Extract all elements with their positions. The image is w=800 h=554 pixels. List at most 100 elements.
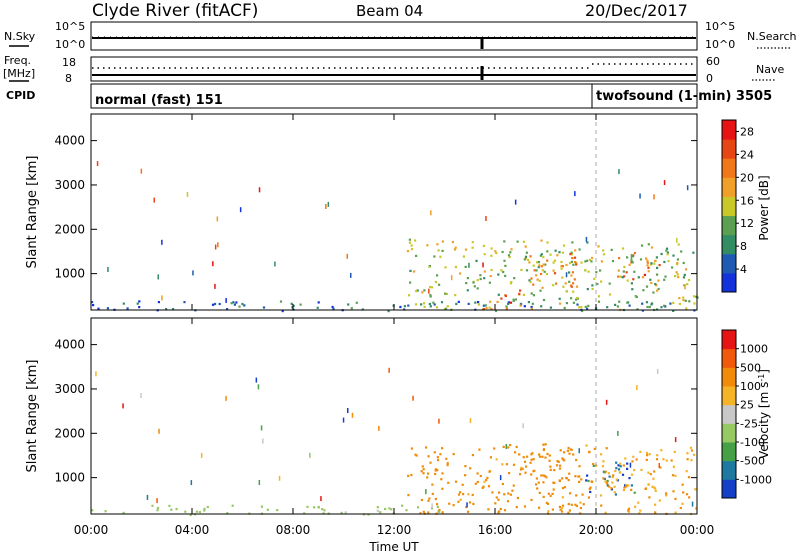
range-cell xyxy=(509,493,512,496)
range-cell xyxy=(591,480,594,483)
range-cell xyxy=(474,482,477,485)
range-cell xyxy=(542,263,545,266)
range-cell xyxy=(611,476,614,479)
range-cell xyxy=(429,305,432,308)
range-cell xyxy=(165,308,168,311)
range-cell xyxy=(611,481,614,484)
range-cell xyxy=(621,247,625,250)
range-cell xyxy=(512,484,515,487)
range-cell xyxy=(434,497,437,501)
range-cell xyxy=(654,511,657,514)
range-cell xyxy=(457,493,461,496)
range-cell xyxy=(423,289,426,292)
velocity-heatmap xyxy=(91,318,698,517)
range-cell xyxy=(639,193,641,199)
range-cell xyxy=(542,474,545,477)
range-cell xyxy=(146,494,149,500)
range-cell xyxy=(617,269,620,272)
range-cell xyxy=(625,485,628,488)
y-tick-label: 3000 xyxy=(54,382,85,396)
range-cell xyxy=(625,483,628,486)
range-cell xyxy=(243,304,246,307)
range-cell xyxy=(584,269,587,272)
range-cell xyxy=(495,251,498,255)
range-cell xyxy=(347,408,349,413)
range-cell xyxy=(657,279,660,282)
range-cell xyxy=(591,287,594,291)
range-cell xyxy=(552,284,555,287)
range-cell xyxy=(660,306,663,309)
range-cell xyxy=(438,283,441,286)
range-cell xyxy=(635,458,638,461)
range-cell xyxy=(225,298,227,303)
range-cell xyxy=(575,494,578,497)
range-cell xyxy=(477,303,480,306)
range-cell xyxy=(565,290,569,293)
range-cell xyxy=(429,286,432,289)
range-cell xyxy=(521,467,524,470)
range-cell xyxy=(608,293,612,296)
range-cell xyxy=(663,180,666,186)
range-cell xyxy=(530,277,533,280)
range-cell xyxy=(559,508,562,511)
range-cell xyxy=(508,472,511,475)
colorbar-segment xyxy=(722,215,736,236)
range-cell xyxy=(611,260,615,263)
range-cell xyxy=(538,453,541,456)
range-cell xyxy=(578,448,580,454)
range-cell xyxy=(138,300,141,303)
range-cell xyxy=(645,257,648,260)
range-cell xyxy=(654,283,657,286)
range-cell xyxy=(544,263,547,266)
range-cell xyxy=(524,471,527,474)
range-cell xyxy=(407,304,410,307)
range-cell xyxy=(320,496,322,502)
range-cell xyxy=(586,307,589,310)
range-cell xyxy=(504,274,507,277)
range-cell xyxy=(673,450,676,453)
range-cell xyxy=(585,236,588,242)
range-cell xyxy=(439,255,442,258)
range-cell xyxy=(674,275,677,278)
range-cell xyxy=(672,254,675,257)
range-cell xyxy=(588,451,591,454)
range-cell xyxy=(596,282,599,286)
range-cell xyxy=(471,454,474,457)
range-cell xyxy=(441,249,444,252)
range-cell xyxy=(347,303,350,306)
range-cell xyxy=(471,493,474,496)
colorbar-tick-label: -500 xyxy=(740,455,765,468)
range-cell xyxy=(157,274,159,280)
beam-title: Beam 04 xyxy=(356,2,423,20)
range-cell xyxy=(632,455,635,458)
range-cell xyxy=(436,503,439,506)
range-cell xyxy=(656,454,659,457)
range-cell xyxy=(622,464,625,467)
range-cell xyxy=(453,248,456,251)
range-cell xyxy=(513,277,516,280)
range-cell xyxy=(406,250,410,253)
range-cell xyxy=(450,275,453,281)
range-cell xyxy=(570,260,573,263)
range-cell xyxy=(472,281,475,284)
range-cell xyxy=(641,302,644,305)
range-cell xyxy=(526,258,530,262)
range-cell xyxy=(342,417,345,423)
range-cell xyxy=(676,262,679,265)
range-cell xyxy=(633,469,636,472)
range-cell xyxy=(138,306,141,309)
range-cell xyxy=(91,509,94,512)
range-cell xyxy=(571,257,574,260)
range-cell xyxy=(175,508,178,511)
range-cell xyxy=(606,479,609,483)
range-cell xyxy=(515,506,518,509)
range-cell xyxy=(627,507,631,510)
range-cell xyxy=(619,462,622,465)
range-cell xyxy=(388,367,390,373)
range-cell xyxy=(539,254,542,257)
range-cell xyxy=(650,246,654,249)
range-cell xyxy=(522,240,525,243)
colorbar-segment xyxy=(722,386,736,406)
range-cell xyxy=(262,306,266,309)
